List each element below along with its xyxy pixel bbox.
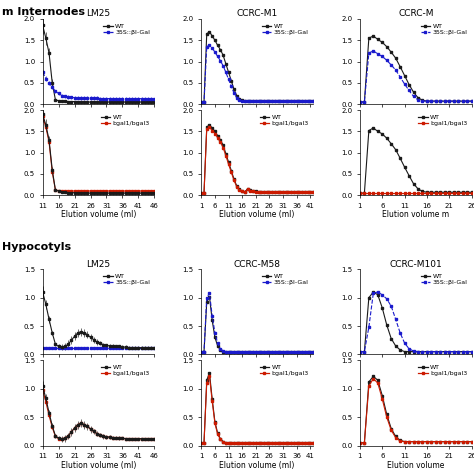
Legend: WT, bgal1/bgal3: WT, bgal1/bgal3 bbox=[417, 113, 468, 128]
Legend: WT, 35S::βI-Gal: WT, 35S::βI-Gal bbox=[102, 273, 151, 287]
Legend: WT, bgal1/bgal3: WT, bgal1/bgal3 bbox=[417, 364, 468, 378]
X-axis label: Elution volume: Elution volume bbox=[387, 461, 445, 470]
Legend: WT, 35S::βI-Gal: WT, 35S::βI-Gal bbox=[261, 22, 310, 36]
Title: CCRC-M: CCRC-M bbox=[398, 9, 434, 18]
X-axis label: Elution volume (ml): Elution volume (ml) bbox=[219, 210, 295, 219]
X-axis label: Elution volume (ml): Elution volume (ml) bbox=[219, 461, 295, 470]
X-axis label: Elution volume m: Elution volume m bbox=[382, 210, 449, 219]
Legend: WT, 35S::βI-Gal: WT, 35S::βI-Gal bbox=[419, 273, 468, 287]
Legend: WT, 35S::βI-Gal: WT, 35S::βI-Gal bbox=[261, 273, 310, 287]
Legend: WT, 35S::βI-Gal: WT, 35S::βI-Gal bbox=[419, 22, 468, 36]
Legend: WT, bgal1/bgal3: WT, bgal1/bgal3 bbox=[258, 364, 310, 378]
Title: CCRC-M101: CCRC-M101 bbox=[390, 259, 442, 268]
X-axis label: Elution volume (ml): Elution volume (ml) bbox=[61, 461, 136, 470]
Title: LM25: LM25 bbox=[86, 259, 110, 268]
Legend: WT, bgal1/bgal3: WT, bgal1/bgal3 bbox=[100, 364, 151, 378]
Title: CCRC-M1: CCRC-M1 bbox=[237, 9, 278, 18]
Legend: WT, bgal1/bgal3: WT, bgal1/bgal3 bbox=[258, 113, 310, 128]
Title: CCRC-M58: CCRC-M58 bbox=[234, 259, 281, 268]
Legend: WT, bgal1/bgal3: WT, bgal1/bgal3 bbox=[100, 113, 151, 128]
Text: Hypocotyls: Hypocotyls bbox=[2, 242, 72, 252]
X-axis label: Elution volume (ml): Elution volume (ml) bbox=[61, 210, 136, 219]
Text: m Internodes: m Internodes bbox=[2, 7, 85, 17]
Title: LM25: LM25 bbox=[86, 9, 110, 18]
Legend: WT, 35S::βI-Gal: WT, 35S::βI-Gal bbox=[102, 22, 151, 36]
